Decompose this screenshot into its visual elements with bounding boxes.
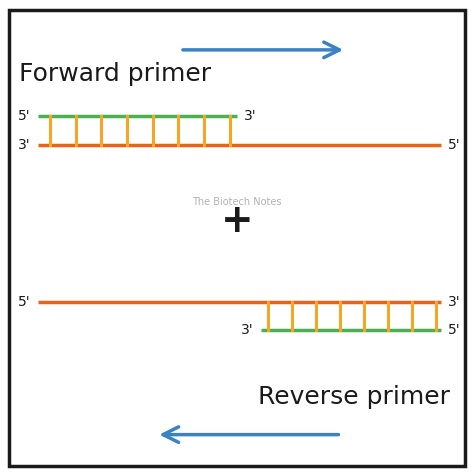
Text: +: + xyxy=(221,202,253,240)
Text: 3': 3' xyxy=(448,294,461,309)
Text: Reverse primer: Reverse primer xyxy=(258,385,450,408)
Text: 3': 3' xyxy=(241,323,254,337)
Text: 5': 5' xyxy=(448,323,461,337)
Text: 5': 5' xyxy=(18,109,31,124)
Text: 3': 3' xyxy=(18,138,31,152)
Text: 5': 5' xyxy=(448,138,461,152)
Text: 5': 5' xyxy=(18,294,31,309)
Text: Forward primer: Forward primer xyxy=(19,62,211,86)
Text: 3': 3' xyxy=(244,109,257,124)
Text: The Biotech Notes: The Biotech Notes xyxy=(192,197,282,207)
